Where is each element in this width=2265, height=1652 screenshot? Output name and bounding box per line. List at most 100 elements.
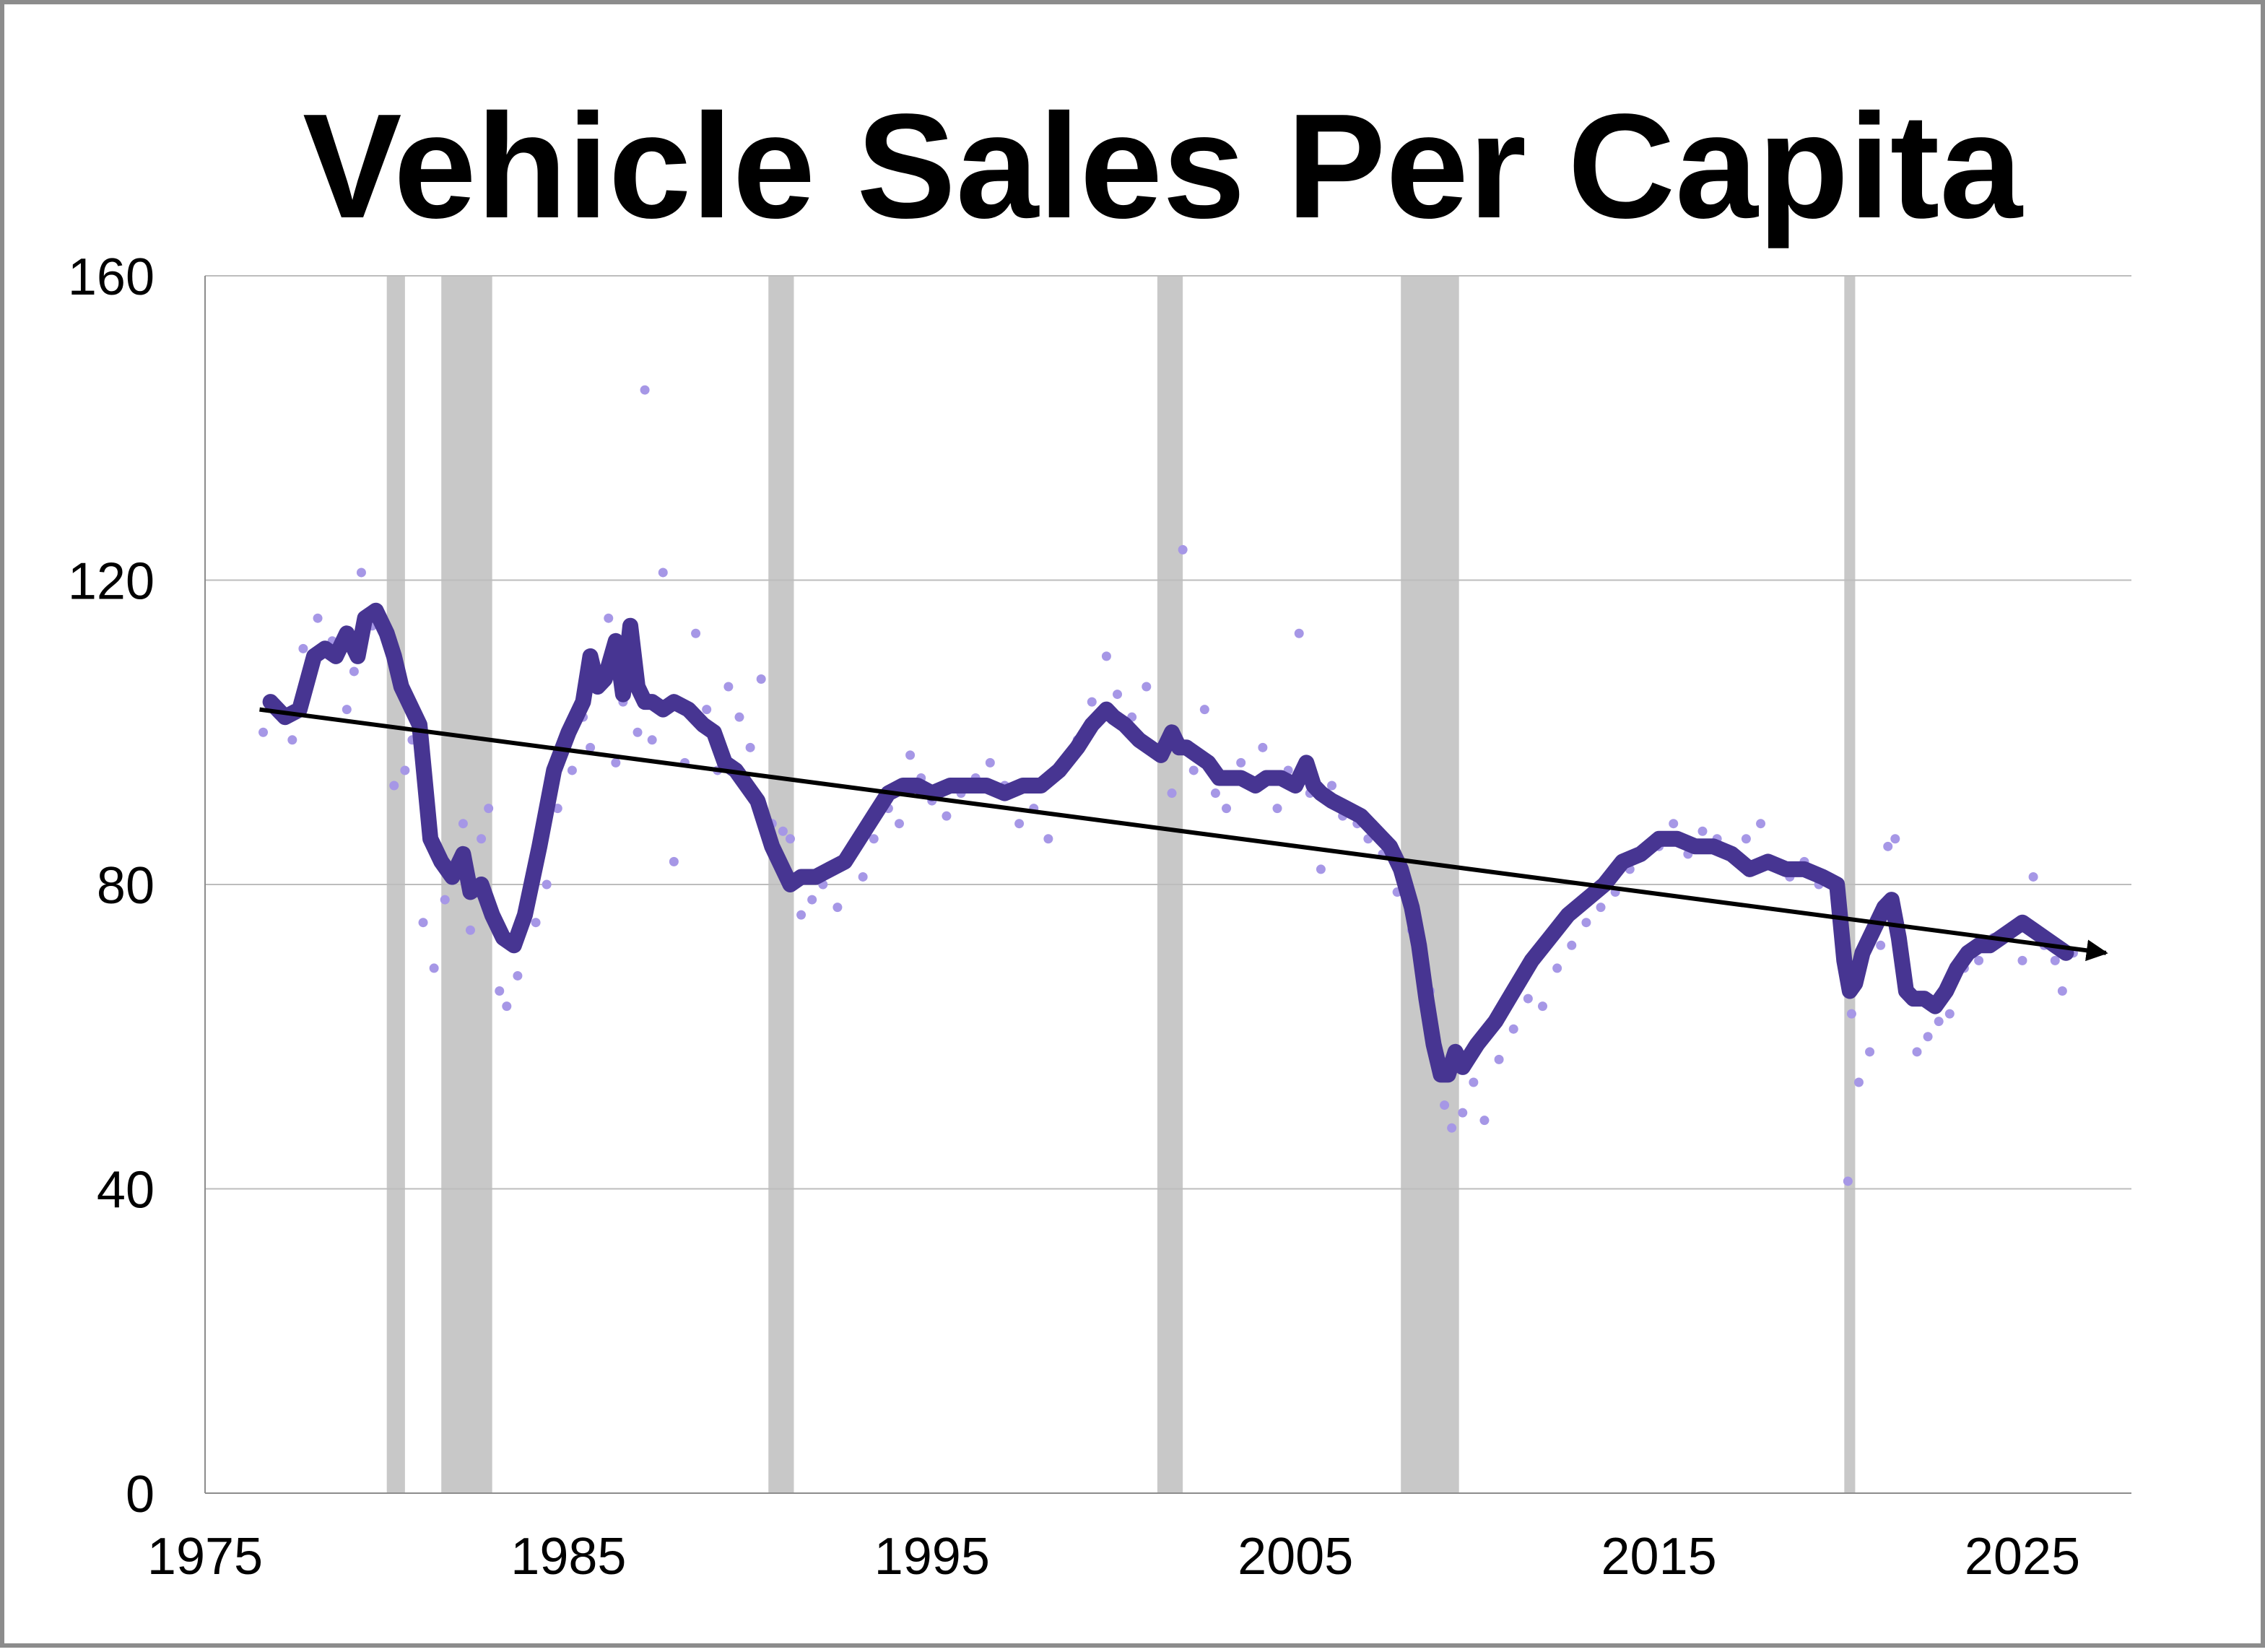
data-point (2050, 955, 2060, 965)
data-point (1843, 1176, 1853, 1186)
data-point (1199, 705, 1209, 715)
data-point (1113, 690, 1123, 700)
data-point (1508, 1024, 1518, 1034)
x-tick-label: 2015 (1601, 1528, 1716, 1586)
data-point (1853, 1077, 1864, 1087)
data-point (632, 727, 643, 737)
data-point (807, 895, 817, 905)
y-tick-label: 120 (68, 553, 155, 611)
series-line-path (262, 602, 2074, 1083)
axes (204, 276, 2131, 1494)
data-point (1669, 819, 1679, 829)
data-point (502, 1001, 512, 1012)
x-tick-labels: 1975 1985 1995 2005 2015 2025 (147, 1528, 2080, 1586)
data-point (1469, 1077, 1479, 1087)
data-point (484, 804, 494, 814)
data-point (756, 674, 766, 684)
data-point (389, 781, 399, 791)
data-point (465, 925, 475, 935)
data-point (1447, 1123, 1457, 1133)
y-tick-label: 160 (68, 248, 155, 306)
data-point (542, 879, 552, 890)
data-point (942, 811, 952, 821)
data-point (1581, 918, 1591, 928)
data-point (1210, 788, 1220, 799)
data-point (2057, 986, 2067, 996)
data-point (1912, 1047, 1922, 1057)
y-tick-label: 0 (126, 1466, 155, 1523)
data-point (513, 970, 523, 981)
data-point (604, 613, 614, 623)
data-point (1087, 697, 1097, 707)
trend-line (259, 707, 2108, 962)
data-point (1697, 826, 1708, 836)
y-tick-labels: 0 40 80 120 160 (68, 248, 155, 1523)
data-point (342, 705, 352, 715)
data-point (1258, 742, 1268, 752)
data-point (1014, 819, 1025, 829)
y-tick-label: 80 (97, 857, 155, 915)
data-point (429, 963, 439, 973)
data-point (1741, 834, 1751, 844)
data-point (1458, 1108, 1468, 1118)
data-point (1944, 1009, 1955, 1019)
data-point (1142, 682, 1152, 692)
data-point (1316, 864, 1326, 874)
data-point (287, 735, 297, 745)
x-tick-label: 1995 (874, 1528, 990, 1586)
data-point (586, 742, 596, 752)
data-point (1883, 841, 1893, 851)
data-point (1923, 1032, 1933, 1042)
data-point (1876, 940, 1886, 950)
data-point (1756, 819, 1766, 829)
x-tick-label: 2005 (1238, 1528, 1353, 1586)
data-point (1440, 1100, 1450, 1110)
x-tick-label: 1975 (147, 1528, 263, 1586)
data-point (647, 735, 657, 745)
data-point (1222, 804, 1232, 814)
data-point (1167, 788, 1177, 799)
data-point (313, 613, 323, 623)
data-point (298, 643, 308, 653)
data-point (1890, 834, 1900, 844)
data-point (858, 871, 868, 882)
data-point (734, 712, 744, 722)
data-point (702, 705, 712, 715)
data-point (1934, 1017, 1944, 1027)
data-point (349, 666, 359, 677)
data-point (640, 385, 650, 395)
data-point (258, 727, 269, 737)
data-point (894, 819, 904, 829)
data-point (552, 804, 562, 814)
data-point (745, 742, 755, 752)
data-point (796, 910, 807, 920)
chart-title: Vehicle Sales Per Capita (303, 83, 2023, 249)
data-point (1272, 804, 1282, 814)
data-point (611, 757, 621, 768)
data-point (356, 568, 366, 578)
data-point (1494, 1054, 1504, 1064)
data-point (477, 834, 487, 844)
trend-arrow-line (259, 707, 2108, 962)
data-point (723, 682, 734, 692)
y-tick-label: 40 (97, 1162, 155, 1220)
data-point (985, 757, 995, 768)
data-point (691, 628, 701, 638)
data-point (1188, 765, 1199, 775)
data-point (1236, 757, 1246, 768)
data-point (832, 903, 843, 913)
data-point (658, 568, 668, 578)
data-point (1974, 955, 1984, 965)
data-point (495, 986, 505, 996)
data-point (1567, 940, 1577, 950)
data-point (1523, 994, 1533, 1004)
data-point (531, 918, 541, 928)
data-point (1479, 1116, 1490, 1126)
data-point (2017, 955, 2027, 965)
data-point (440, 895, 450, 905)
data-point (400, 765, 410, 775)
data-point (458, 819, 468, 829)
data-point (418, 918, 428, 928)
data-point (567, 765, 577, 775)
data-point (1043, 834, 1053, 844)
